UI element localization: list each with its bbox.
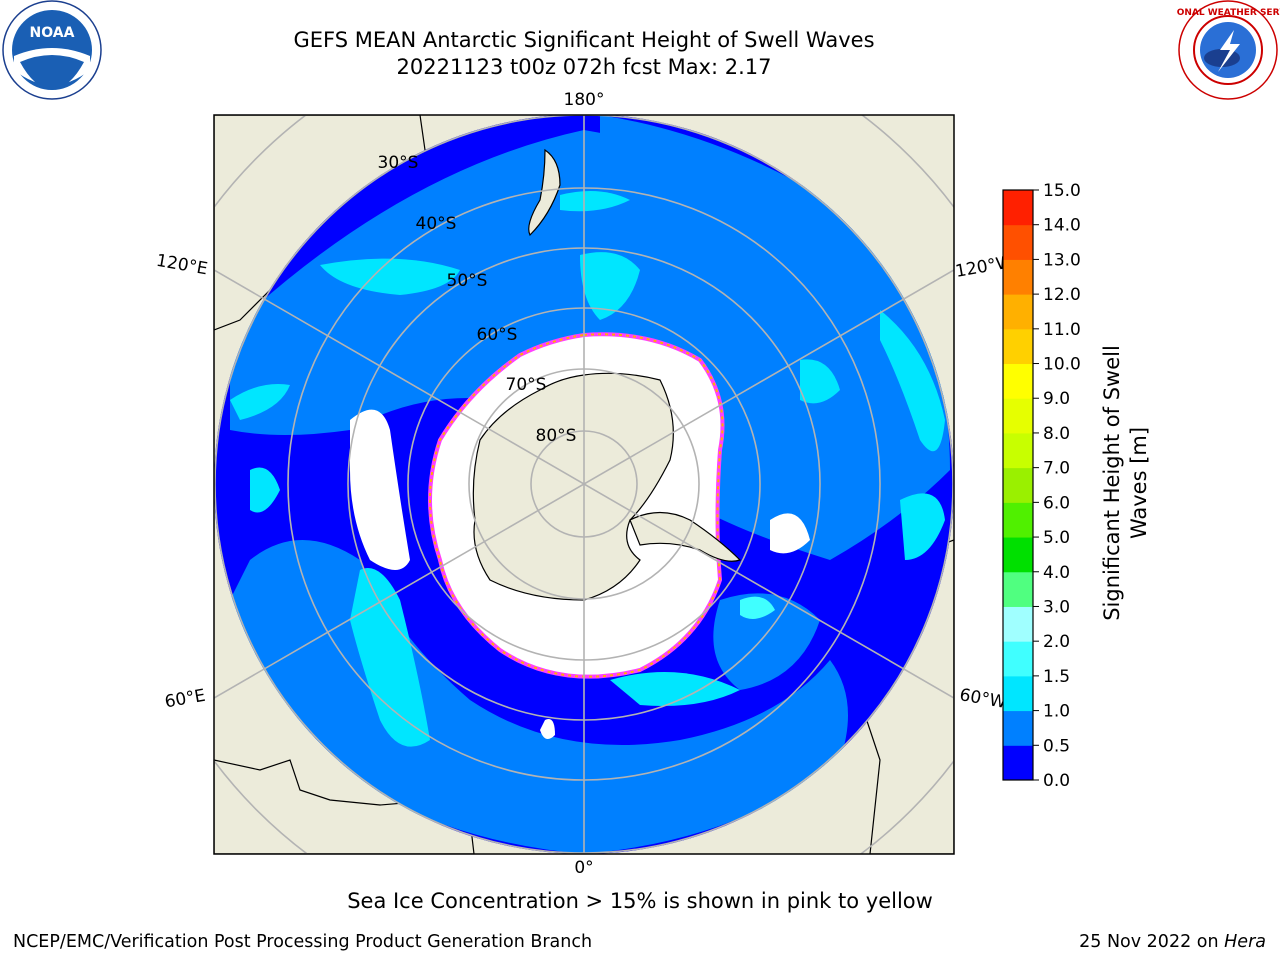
noaa-logo-text: NOAA bbox=[30, 25, 75, 41]
colorbar-tick-label: 8.0 bbox=[1043, 424, 1070, 444]
swell-band-1-0 bbox=[350, 568, 430, 747]
lon-label-60e: 60°E bbox=[163, 686, 207, 713]
footer-host: Hera bbox=[1224, 932, 1266, 952]
national-weather-service-logo: NATIONAL WEATHER SERVICE bbox=[1176, 0, 1280, 100]
lat-label-60s: 60°S bbox=[477, 325, 518, 345]
colorbar-block bbox=[1003, 328, 1033, 365]
footer-date: 25 Nov 2022 on Hera bbox=[1079, 932, 1266, 952]
colorbar-block bbox=[1003, 710, 1033, 746]
land-new-zealand bbox=[528, 148, 561, 237]
lon-label-180: 180° bbox=[564, 90, 605, 110]
map-frame bbox=[213, 114, 955, 855]
colorbar-tick-label: 15.0 bbox=[1043, 181, 1081, 201]
graticule bbox=[214, 115, 954, 854]
lon-label-0: 0° bbox=[574, 858, 593, 878]
lat-label-50s: 50°S bbox=[447, 271, 488, 291]
footer-date-text: 25 Nov 2022 on bbox=[1079, 932, 1225, 952]
lat-label-70s: 70°S bbox=[506, 375, 547, 395]
colorbar-ticks: 0.0 0.5 1.0 1.5 2.0 3.0 4.0 5.0 6.0 7.0 8.0 9.0 10.0… bbox=[1033, 181, 1081, 791]
colorbar-tick-label: 9.0 bbox=[1043, 389, 1070, 409]
nws-logo-text: NATIONAL WEATHER SERVICE bbox=[1176, 8, 1280, 18]
colorbar-frame bbox=[1002, 189, 1034, 781]
colorbar-tick-label: 4.0 bbox=[1043, 563, 1070, 583]
colorbar-block bbox=[1003, 675, 1033, 712]
colorbar-block bbox=[1003, 571, 1033, 607]
colorbar-block bbox=[1003, 190, 1033, 226]
no-data-area bbox=[350, 409, 410, 570]
colorbar-block bbox=[1003, 398, 1033, 434]
colorbar-tick-label: 12.0 bbox=[1043, 285, 1081, 305]
colorbar-label: Significant Height of Swell Waves [m] bbox=[1095, 283, 1155, 683]
colorbar-tick-label: 14.0 bbox=[1043, 216, 1081, 236]
colorbar-tick-label: 0.5 bbox=[1043, 736, 1070, 756]
colorbar-label-line1: Significant Height of Swell bbox=[1100, 345, 1124, 621]
colorbar-block bbox=[1003, 502, 1033, 538]
sea-ice-caption: Sea Ice Concentration > 15% is shown in … bbox=[347, 889, 933, 913]
colorbar-tick-label: 3.0 bbox=[1043, 597, 1070, 617]
colorbar-blocks bbox=[1003, 190, 1033, 781]
colorbar-label-line2: Waves [m] bbox=[1127, 427, 1151, 539]
colorbar-tick-label: 1.5 bbox=[1043, 667, 1070, 687]
chart-title: GEFS MEAN Antarctic Significant Height o… bbox=[293, 28, 875, 52]
colorbar-tick-label: 13.0 bbox=[1043, 250, 1081, 270]
colorbar-tick-label: 1.0 bbox=[1043, 702, 1070, 722]
colorbar-tick-label: 10.0 bbox=[1043, 355, 1081, 375]
colorbar-block bbox=[1003, 537, 1033, 573]
colorbar-tick-label: 2.0 bbox=[1043, 632, 1070, 652]
chart-subtitle: 20221123 t00z 072h fcst Max: 2.17 bbox=[396, 55, 772, 79]
colorbar-block bbox=[1003, 432, 1033, 469]
lat-label-80s: 80°S bbox=[536, 426, 577, 446]
colorbar-block bbox=[1003, 606, 1033, 642]
colorbar-block bbox=[1003, 224, 1033, 260]
colorbar-tick-label: 7.0 bbox=[1043, 459, 1070, 479]
lon-label-120e: 120°E bbox=[155, 251, 209, 280]
colorbar-block bbox=[1003, 259, 1033, 295]
colorbar: 0.0 0.5 1.0 1.5 2.0 3.0 4.0 5.0 6.0 7.0 8.0 9.0 10.0… bbox=[1002, 181, 1081, 791]
colorbar-block bbox=[1003, 745, 1033, 781]
lat-label-30s: 30°S bbox=[378, 153, 419, 173]
footer-credit: NCEP/EMC/Verification Post Processing Pr… bbox=[13, 932, 593, 952]
colorbar-block bbox=[1003, 467, 1033, 503]
lat-label-40s: 40°S bbox=[416, 214, 457, 234]
colorbar-tick-label: 6.0 bbox=[1043, 493, 1070, 513]
colorbar-tick-label: 0.0 bbox=[1043, 771, 1070, 791]
colorbar-block bbox=[1003, 294, 1033, 330]
noaa-logo: NOAA bbox=[2, 0, 102, 100]
colorbar-tick-label: 11.0 bbox=[1043, 320, 1081, 340]
colorbar-block bbox=[1003, 641, 1033, 677]
colorbar-tick-label: 5.0 bbox=[1043, 528, 1070, 548]
colorbar-block bbox=[1003, 363, 1033, 399]
